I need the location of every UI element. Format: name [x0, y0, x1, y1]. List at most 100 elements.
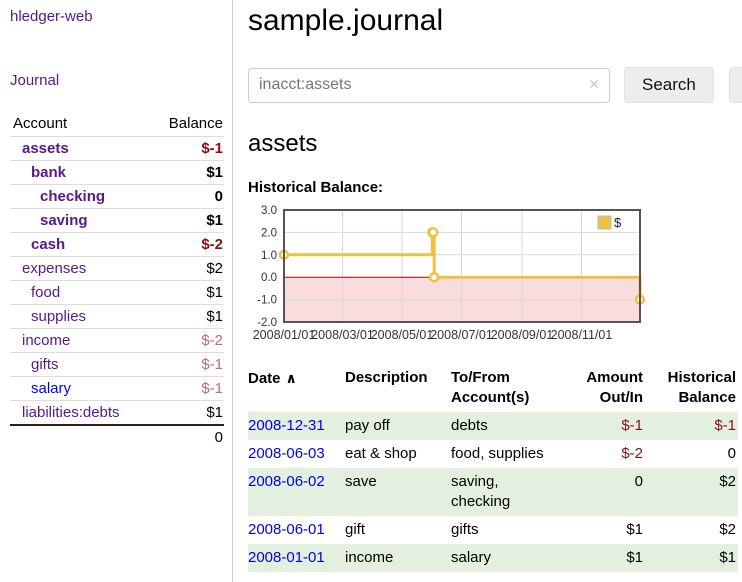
account-balance: $1 [206, 164, 223, 181]
chart-frame [283, 209, 641, 323]
transaction-balance: $1 [719, 549, 736, 566]
account-link[interactable]: checking [40, 188, 106, 205]
transaction-balance: 0 [727, 445, 736, 462]
account-row: cash $-2 [10, 232, 224, 257]
account-row: salary $-1 [10, 376, 224, 401]
transaction-description: gift [345, 521, 366, 538]
register-column-header: Amount Out/In [586, 369, 643, 406]
account-balance: $-1 [201, 356, 223, 373]
x-tick-label: 2008/07/01 [430, 328, 493, 342]
accounts-table: Account Balance assets $-1 bank $1 checking 0… [10, 112, 224, 449]
accounts-header-account: Account [13, 115, 68, 132]
transaction-date-link[interactable]: 2008-06-01 [248, 521, 325, 538]
account-link[interactable]: cash [31, 236, 66, 253]
transaction-balance: $2 [719, 521, 736, 538]
sort-ascending-icon[interactable]: ∧ [285, 370, 297, 386]
register-column-header[interactable]: Date ∧ [248, 370, 297, 387]
transaction-date-link[interactable]: 2008-06-02 [248, 473, 325, 490]
transaction-amount: $-2 [621, 445, 643, 462]
historical-balance-chart[interactable]: $3.0 2.0 1.0 0.0 -1.0 -2.0 2008/01/01 2008/03/0… [248, 205, 652, 353]
y-tick-label: 1.0 [261, 250, 277, 262]
clear-search-icon[interactable]: ✕ [588, 75, 600, 92]
register-row: 2008-06-03 eat & shop food, supplies $-2 0 [248, 440, 738, 468]
search-row: ✕ Search ? [248, 67, 742, 103]
transaction-description: income [345, 549, 394, 566]
register-row: 2008-01-01 income salary $1 $1 [248, 544, 738, 572]
account-link[interactable]: supplies [31, 308, 87, 325]
account-row: expenses $2 [10, 256, 224, 281]
y-tick-label: -1.0 [257, 295, 277, 307]
transaction-amount: $-1 [621, 417, 643, 434]
legend-swatch [597, 215, 612, 230]
y-tick-label: 0.0 [261, 272, 277, 284]
transaction-accounts: food, supplies [451, 445, 544, 462]
transaction-accounts: debts [451, 417, 488, 434]
account-balance: $1 [206, 212, 223, 229]
account-heading: assets [248, 130, 318, 157]
transaction-accounts: salary [451, 549, 492, 566]
account-link[interactable]: liabilities:debts [22, 404, 120, 421]
account-row: liabilities:debts $1 [10, 400, 224, 425]
account-balance: $-2 [201, 236, 223, 253]
register-row: 2008-06-01 gift gifts $1 $2 [248, 516, 738, 544]
register-row: 2008-12-31 pay off debts $-1 $-1 [248, 412, 738, 440]
transaction-amount: 0 [634, 473, 643, 490]
transaction-description: save [345, 473, 377, 490]
page-title: sample.journal [248, 4, 444, 37]
register-table: Date ∧ Description To/From Account(s) Amount O… [248, 366, 738, 572]
account-row: gifts $-1 [10, 352, 224, 377]
x-tick-label: 2008/11/01 [551, 328, 613, 342]
transaction-date-link[interactable]: 2008-06-03 [248, 445, 325, 462]
search-box: ✕ [248, 67, 610, 103]
y-tick-label: 2.0 [261, 227, 277, 239]
account-link[interactable]: income [22, 332, 71, 349]
account-link[interactable]: bank [31, 164, 67, 181]
account-row: income $-2 [10, 328, 224, 353]
chart-svg: $3.0 2.0 1.0 0.0 -1.0 -2.02008/01/012008/03/0… [253, 205, 646, 342]
account-row: checking 0 [10, 184, 224, 209]
transaction-amount: $1 [626, 521, 643, 538]
app-title-link[interactable]: hledger-web [10, 8, 93, 25]
transaction-balance: $-1 [714, 417, 736, 434]
account-balance: $-2 [201, 332, 223, 349]
register-column-header: Description [345, 369, 428, 386]
account-balance: $2 [206, 260, 223, 277]
x-tick-label: 2008/05/01 [371, 328, 434, 342]
transaction-balance: $2 [719, 473, 736, 490]
help-button[interactable]: ? [728, 67, 742, 103]
data-point [428, 271, 440, 283]
account-balance: 0 [214, 188, 223, 205]
register-column-header: Historical Balance [667, 369, 736, 406]
sidebar-item-journal[interactable]: Journal [10, 72, 60, 89]
accounts-header-row: Account Balance [10, 112, 224, 137]
accounts-total-value: 0 [149, 424, 224, 449]
x-tick-label: 2008/01/01 [253, 328, 316, 342]
search-button[interactable]: Search [624, 67, 714, 103]
main-content: sample.journal ✕ Search ? assets Histori… [233, 0, 742, 582]
account-link[interactable]: gifts [31, 356, 59, 373]
legend-label: $ [614, 215, 622, 230]
register-row: 2008-06-02 save saving, checking 0 $2 [248, 468, 738, 516]
register-column-header: To/From Account(s) [451, 369, 530, 406]
transaction-date-link[interactable]: 2008-12-31 [248, 417, 325, 434]
account-balance: $1 [206, 308, 223, 325]
transaction-date-link[interactable]: 2008-01-01 [248, 549, 325, 566]
search-input[interactable] [248, 67, 610, 103]
account-link[interactable]: assets [22, 140, 69, 157]
transaction-accounts: gifts [451, 521, 479, 538]
y-tick-label: -2.0 [257, 317, 277, 329]
account-row: supplies $1 [10, 304, 224, 329]
account-link[interactable]: food [31, 284, 61, 301]
transaction-description: eat & shop [345, 445, 417, 462]
account-link[interactable]: salary [31, 380, 72, 397]
account-balance: $-1 [201, 380, 223, 397]
transaction-accounts: saving, checking [451, 473, 511, 510]
transaction-amount: $1 [626, 549, 643, 566]
account-balance: $1 [206, 404, 223, 421]
accounts-total-row: 0 [10, 424, 224, 449]
account-link[interactable]: expenses [22, 260, 87, 277]
account-balance: $1 [206, 284, 223, 301]
account-link[interactable]: saving [40, 212, 88, 229]
account-row: bank $1 [10, 160, 224, 185]
